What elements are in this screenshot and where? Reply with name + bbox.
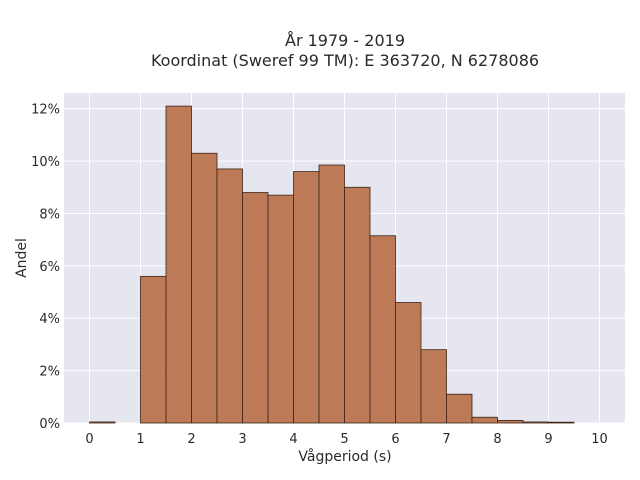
histogram-bar xyxy=(165,105,192,424)
histogram-bar xyxy=(216,168,243,424)
histogram-bar xyxy=(420,349,447,424)
y-tick-label: 8% xyxy=(39,207,60,222)
x-tick-label: 10 xyxy=(591,432,608,447)
histogram-bar xyxy=(548,421,575,424)
y-tick-label: 0% xyxy=(39,417,60,432)
y-tick-label: 12% xyxy=(31,103,60,118)
histogram-bar xyxy=(471,416,498,424)
y-tick-label: 10% xyxy=(31,155,60,170)
x-tick-label: 5 xyxy=(340,432,348,447)
histogram-bar xyxy=(318,164,345,424)
y-tick-label: 2% xyxy=(39,365,60,380)
histogram-bar xyxy=(140,275,167,424)
histogram-bar xyxy=(522,421,549,424)
x-tick-labels: 0 1 2 3 4 5 6 7 8 9 10 xyxy=(85,432,607,447)
histogram-bar xyxy=(293,171,320,424)
x-tick-label: 8 xyxy=(493,432,501,447)
y-tick-labels: 0% 2% 4% 6% 8% 10% 12% xyxy=(31,103,60,432)
x-tick-label: 1 xyxy=(136,432,144,447)
y-tick-label: 4% xyxy=(39,312,60,327)
histogram-bar xyxy=(267,194,294,424)
x-tick-label: 0 xyxy=(85,432,93,447)
histogram-bar xyxy=(344,186,371,424)
x-tick-label: 3 xyxy=(238,432,246,447)
bars xyxy=(89,105,575,424)
histogram-bar xyxy=(497,419,524,424)
chart-title-line-1: År 1979 - 2019 xyxy=(285,31,405,50)
x-tick-label: 9 xyxy=(544,432,552,447)
histogram-bar xyxy=(191,152,218,424)
x-tick-label: 2 xyxy=(187,432,195,447)
histogram-bar xyxy=(446,393,473,424)
chart-title-line-2: Koordinat (Sweref 99 TM): E 363720, N 62… xyxy=(151,51,539,70)
histogram-bar xyxy=(89,421,116,424)
y-tick-label: 6% xyxy=(39,260,60,275)
x-axis-label: Vågperiod (s) xyxy=(298,448,391,465)
x-tick-label: 7 xyxy=(442,432,450,447)
x-tick-label: 6 xyxy=(391,432,399,447)
x-tick-label: 4 xyxy=(289,432,297,447)
histogram-bar xyxy=(369,235,396,424)
histogram-bar xyxy=(395,302,422,424)
histogram-bar xyxy=(242,192,269,424)
y-axis-label: Andel xyxy=(14,238,30,278)
